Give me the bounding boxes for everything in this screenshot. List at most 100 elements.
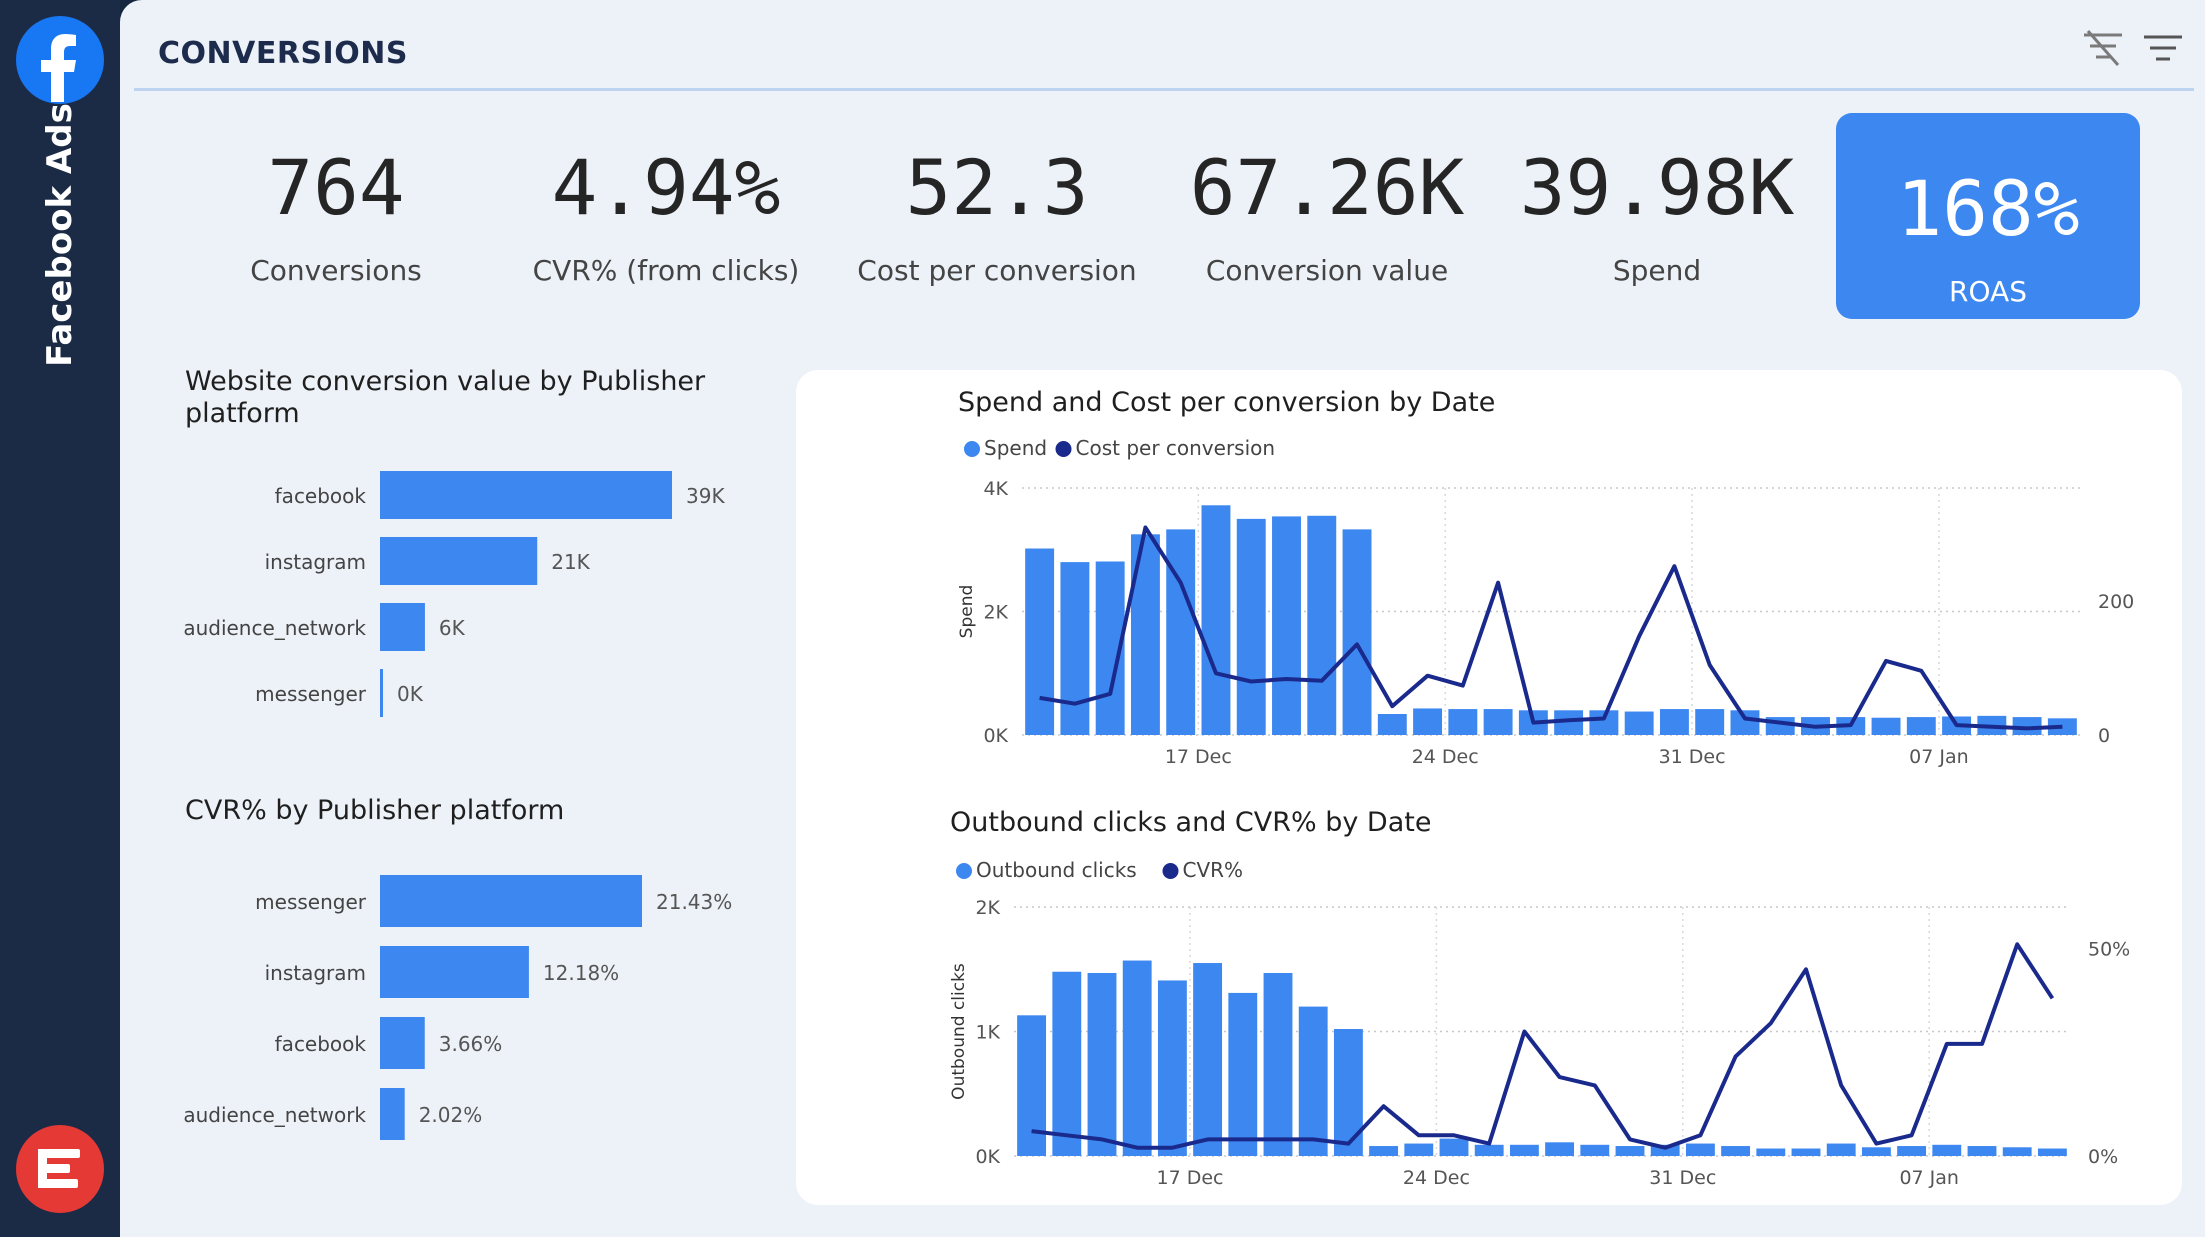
facebook-f-icon[interactable] <box>16 16 104 104</box>
data-label: 0K <box>397 682 424 706</box>
kpi-value: 764 <box>267 143 405 232</box>
bar <box>1166 529 1196 735</box>
bar <box>1474 1144 1504 1156</box>
bar <box>2037 1148 2067 1156</box>
kpi-label: Conversion value <box>1205 254 1449 287</box>
y-tick-label: 4K <box>983 478 1008 500</box>
kpi-cvr: 4.94% CVR% (from clicks) <box>516 143 816 288</box>
legend-label: CVR% <box>1183 858 1244 882</box>
bar <box>1967 1146 1997 1156</box>
kpi-cost-per-conversion: 52.3 Cost per conversion <box>847 143 1147 288</box>
category-label: audience_network <box>183 1103 366 1127</box>
bar <box>1756 1148 1786 1156</box>
y2-tick-label: 0 <box>2098 725 2110 747</box>
bar <box>1932 1144 1962 1156</box>
x-tick-label: 24 Dec <box>1412 746 1479 768</box>
bar <box>2012 717 2042 735</box>
bar-messenger <box>380 875 642 927</box>
bar <box>1448 709 1478 735</box>
x-tick-label: 31 Dec <box>1649 1167 1716 1189</box>
y2-tick-label: 200 <box>2098 591 2134 613</box>
line-series <box>1039 525 2063 731</box>
chart-conversion-value-by-platform: facebook 39K instagram 21K audience_network 6… <box>183 471 725 717</box>
chart-outbound-clicks-cvr: Outbound clicks and CVR% by Date Outbound… <box>949 807 2130 1189</box>
bar <box>1122 960 1152 1156</box>
bar <box>1861 1147 1891 1156</box>
data-label: 21K <box>551 550 590 574</box>
bar <box>1906 717 1936 735</box>
kpi-conversions: 764 Conversions <box>186 143 486 288</box>
bar-facebook <box>380 1017 425 1069</box>
kpi-value: 4.94% <box>551 143 781 232</box>
legend-label: Outbound clicks <box>976 858 1137 882</box>
kpi-label: Conversions <box>250 254 422 287</box>
y2-tick-label: 50% <box>2088 939 2130 961</box>
bar <box>1342 529 1372 735</box>
chart-title: Spend and Cost per conversion by Date <box>958 387 1495 418</box>
kpi-label: Cost per conversion <box>857 254 1137 287</box>
bar <box>1659 709 1689 735</box>
bar <box>1483 709 1513 735</box>
kpi-label: Spend <box>1612 254 1702 287</box>
kpi-spend: 39.98K Spend <box>1507 150 1807 288</box>
category-label: facebook <box>275 484 367 508</box>
legend-label: Spend <box>984 436 1047 460</box>
x-tick-label: 07 Jan <box>1899 1167 1959 1189</box>
bar <box>1624 711 1654 735</box>
category-label: instagram <box>265 550 366 574</box>
chart-spend-cost-per-conversion: Spend and Cost per conversion by Date Spe… <box>957 387 2134 768</box>
kpi-conversion-value: 67.26K Conversion value <box>1177 143 1477 288</box>
bar <box>1826 1143 1856 1156</box>
header-divider <box>134 88 2194 91</box>
y-axis-title: Spend <box>957 585 977 639</box>
legend-marker <box>964 441 980 457</box>
bar <box>1060 562 1090 735</box>
bar <box>1298 1006 1328 1156</box>
bar <box>1333 1029 1363 1156</box>
sidebar: Facebook Ads <box>0 0 120 1237</box>
bar-facebook <box>380 471 672 519</box>
x-tick-label: 07 Jan <box>1909 746 1969 768</box>
y-tick-label: 2K <box>975 897 1000 919</box>
bar <box>1377 714 1407 735</box>
bar-messenger <box>380 669 383 717</box>
category-label: audience_network <box>183 616 366 640</box>
data-label: 12.18% <box>543 961 619 985</box>
bar <box>1272 516 1301 735</box>
chart-title-conversion-value: Website conversion value by Publisher pl… <box>185 366 706 430</box>
report-logo-icon[interactable] <box>16 1125 104 1213</box>
bar-audience_network <box>380 1088 405 1140</box>
sidebar-title: Facebook Ads <box>40 103 80 367</box>
line-series <box>1031 942 2055 1150</box>
x-tick-label: 17 Dec <box>1165 746 1232 768</box>
bar-instagram <box>380 946 529 998</box>
kpi-value: 52.3 <box>905 143 1089 232</box>
kpi-value: 67.26K <box>1189 143 1465 232</box>
data-label: 39K <box>686 484 725 508</box>
x-tick-label: 17 Dec <box>1157 1167 1224 1189</box>
bar <box>1087 972 1117 1156</box>
filter-icon[interactable] <box>2140 25 2186 71</box>
data-label: 21.43% <box>656 890 732 914</box>
bar <box>1791 1148 1821 1156</box>
bar-instagram <box>380 537 538 585</box>
bar <box>1615 1146 1645 1156</box>
bar-audience_network <box>380 603 425 651</box>
bar <box>1307 515 1337 735</box>
y-axis-title: Outbound clicks <box>949 963 969 1100</box>
x-tick-label: 24 Dec <box>1403 1167 1470 1189</box>
bar <box>2002 1147 2032 1156</box>
data-label: 2.02% <box>419 1103 483 1127</box>
kpi-roas: 168% ROAS <box>1836 113 2140 319</box>
chart-cvr-by-platform: messenger 21.43% instagram 12.18% facebook 3.… <box>183 875 732 1140</box>
bar <box>1052 971 1082 1156</box>
x-tick-label: 31 Dec <box>1659 746 1726 768</box>
bar <box>1871 717 1901 735</box>
clear-filter-icon[interactable] <box>2080 25 2126 71</box>
bar <box>1369 1146 1399 1156</box>
y-tick-label: 0K <box>983 725 1008 747</box>
category-label: instagram <box>265 961 366 985</box>
bar <box>1685 1143 1715 1156</box>
bar <box>1545 1142 1575 1156</box>
page-title: CONVERSIONS <box>158 36 408 71</box>
